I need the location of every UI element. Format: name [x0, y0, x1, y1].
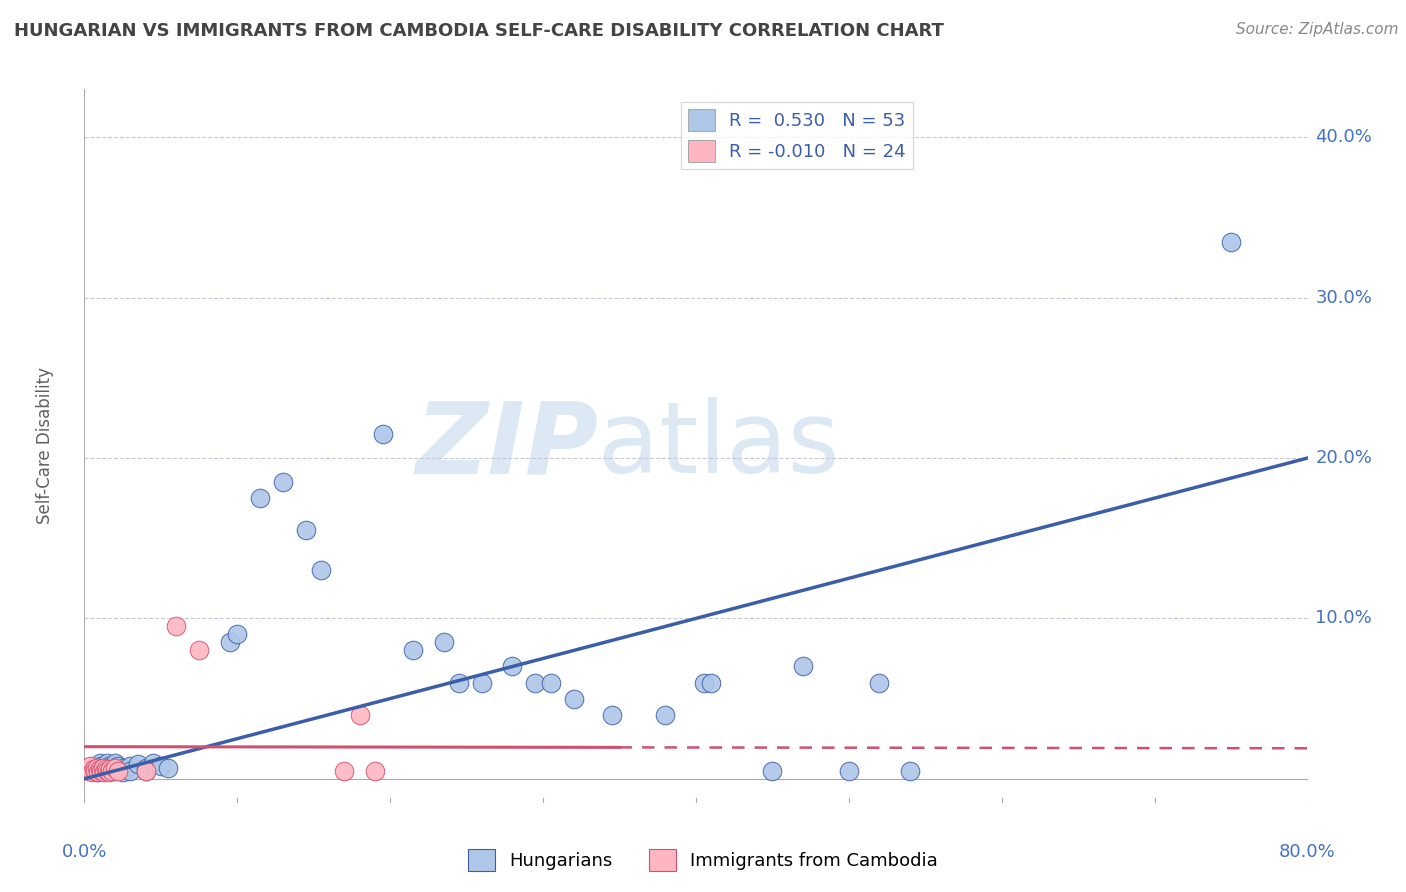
Point	[79, 759, 101, 773]
Point	[364, 764, 387, 778]
Point	[97, 759, 120, 773]
Point	[86, 765, 108, 780]
Point	[142, 756, 165, 770]
Point	[600, 707, 623, 722]
Point	[104, 760, 127, 774]
Point	[218, 635, 240, 649]
Point	[89, 762, 111, 776]
Point	[89, 756, 111, 770]
Point	[1220, 235, 1243, 249]
Point	[93, 760, 115, 774]
Point	[371, 427, 394, 442]
Point	[898, 764, 921, 778]
Text: 0.0%: 0.0%	[62, 843, 107, 861]
Point	[402, 643, 425, 657]
Point	[540, 675, 562, 690]
Point	[91, 760, 114, 774]
Point	[77, 764, 100, 778]
Text: 30.0%: 30.0%	[1315, 289, 1372, 307]
Point	[87, 760, 110, 774]
Point	[333, 764, 356, 778]
Point	[502, 659, 524, 673]
Point	[87, 765, 110, 780]
Point	[654, 707, 676, 722]
Text: 40.0%: 40.0%	[1315, 128, 1372, 146]
Point	[93, 765, 115, 780]
Text: Source: ZipAtlas.com: Source: ZipAtlas.com	[1236, 22, 1399, 37]
Point	[524, 675, 547, 690]
Point	[80, 764, 103, 778]
Point	[107, 764, 129, 778]
Point	[97, 765, 120, 780]
Point	[96, 756, 118, 770]
Point	[135, 764, 157, 778]
Point	[157, 760, 180, 774]
Text: ZIP: ZIP	[415, 398, 598, 494]
Point	[249, 491, 271, 505]
Point	[104, 756, 127, 770]
Point	[96, 764, 118, 778]
Point	[838, 764, 860, 778]
Point	[91, 762, 114, 776]
Point	[101, 760, 124, 774]
Point	[84, 759, 107, 773]
Legend: Hungarians, Immigrants from Cambodia: Hungarians, Immigrants from Cambodia	[461, 842, 945, 879]
Point	[792, 659, 814, 673]
Point	[349, 707, 371, 722]
Point	[83, 762, 105, 776]
Point	[98, 764, 121, 778]
Point	[869, 675, 891, 690]
Point	[692, 675, 714, 690]
Point	[271, 475, 294, 489]
Point	[761, 764, 783, 778]
Point	[700, 675, 723, 690]
Point	[188, 643, 211, 657]
Point	[135, 760, 157, 774]
Text: 80.0%: 80.0%	[1279, 843, 1336, 861]
Point	[90, 759, 112, 773]
Point	[90, 764, 112, 778]
Point	[433, 635, 456, 649]
Point	[447, 675, 470, 690]
Point	[89, 764, 111, 778]
Point	[120, 764, 142, 778]
Point	[135, 764, 157, 778]
Point	[111, 760, 134, 774]
Text: atlas: atlas	[598, 398, 839, 494]
Point	[96, 762, 118, 776]
Legend: R =  0.530   N = 53, R = -0.010   N = 24: R = 0.530 N = 53, R = -0.010 N = 24	[681, 102, 914, 169]
Point	[226, 627, 249, 641]
Point	[311, 563, 333, 577]
Point	[295, 523, 318, 537]
Text: HUNGARIAN VS IMMIGRANTS FROM CAMBODIA SELF-CARE DISABILITY CORRELATION CHART: HUNGARIAN VS IMMIGRANTS FROM CAMBODIA SE…	[14, 22, 943, 40]
Point	[101, 764, 124, 778]
Point	[149, 759, 172, 773]
Point	[94, 764, 117, 778]
Point	[84, 764, 107, 778]
Point	[86, 760, 108, 774]
Point	[120, 759, 142, 773]
Point	[471, 675, 494, 690]
Point	[562, 691, 585, 706]
Point	[127, 757, 149, 772]
Point	[94, 762, 117, 776]
Point	[80, 765, 103, 780]
Text: 10.0%: 10.0%	[1315, 609, 1372, 627]
Point	[107, 759, 129, 773]
Text: Self-Care Disability: Self-Care Disability	[35, 368, 53, 524]
Point	[98, 762, 121, 776]
Text: 20.0%: 20.0%	[1315, 449, 1372, 467]
Point	[104, 764, 127, 778]
Point	[165, 619, 187, 633]
Point	[111, 765, 134, 780]
